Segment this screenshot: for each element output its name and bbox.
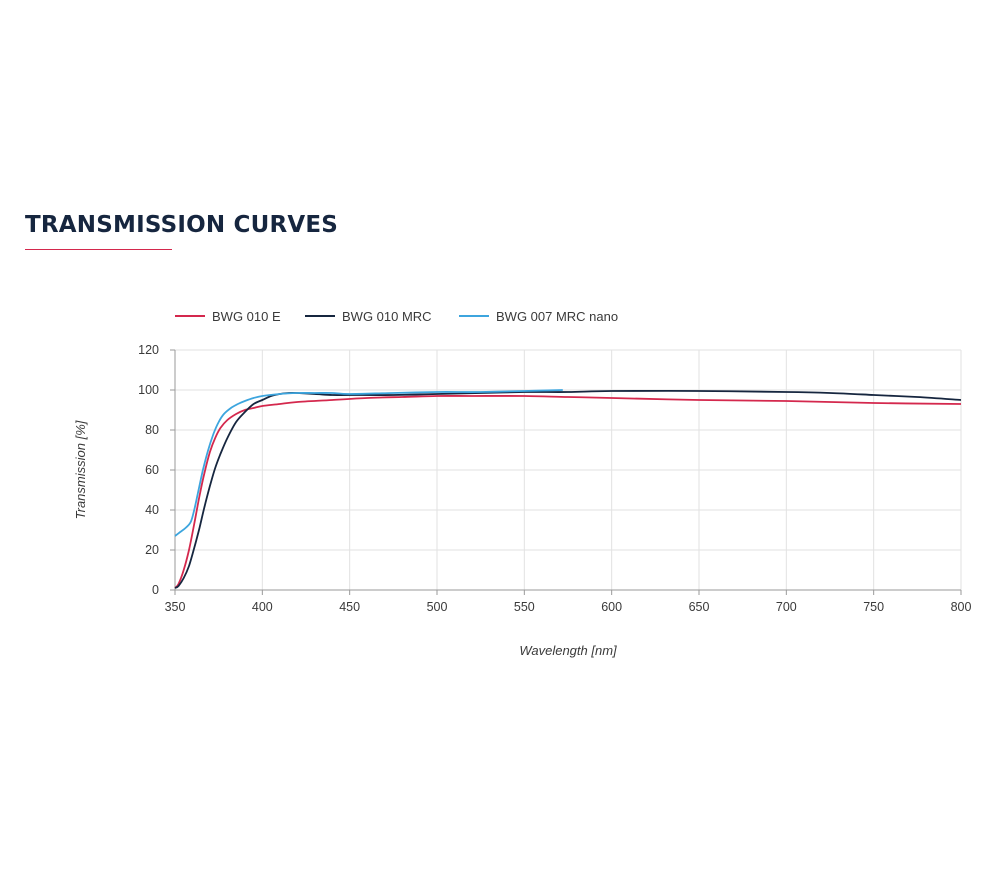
series-line-1 xyxy=(174,395,962,589)
y-axis-title: Transmission [%] xyxy=(73,420,88,519)
y-tick-label: 100 xyxy=(138,383,159,397)
x-tick-label: 400 xyxy=(252,600,273,614)
x-tick-label: 450 xyxy=(339,600,360,614)
x-tick-label: 800 xyxy=(951,600,972,614)
x-tick-label: 700 xyxy=(776,600,797,614)
y-tick-label: 120 xyxy=(138,343,159,357)
x-tick-label: 750 xyxy=(863,600,884,614)
x-tick-label: 550 xyxy=(514,600,535,614)
series-line-3 xyxy=(174,389,563,537)
series-line-2 xyxy=(174,389,962,589)
y-tick-label: 20 xyxy=(145,543,159,557)
y-tick-label: 80 xyxy=(145,423,159,437)
grid xyxy=(174,349,962,591)
legend-label-3: BWG 007 MRC nano xyxy=(496,309,618,324)
x-tick-label: 350 xyxy=(165,600,186,614)
x-tick-label: 600 xyxy=(601,600,622,614)
series-layer xyxy=(174,389,962,589)
legend-label-2: BWG 010 MRC xyxy=(342,309,432,324)
x-tick-label: 650 xyxy=(689,600,710,614)
axes: 350 400 450 500 550 600 650 700 750 800 0 20 40 60 80 1… xyxy=(138,343,971,614)
legend-label-1: BWG 010 E xyxy=(212,309,281,324)
legend: BWG 010 E BWG 010 MRC BWG 007 MRC nano xyxy=(175,309,618,324)
y-tick-label: 60 xyxy=(145,463,159,477)
title-underline xyxy=(25,249,172,250)
page-title: TRANSMISSION CURVES xyxy=(25,212,339,238)
y-tick-label: 40 xyxy=(145,503,159,517)
y-tick-label: 0 xyxy=(152,583,159,597)
x-tick-label: 500 xyxy=(427,600,448,614)
x-axis-title: Wavelength [nm] xyxy=(519,643,617,658)
